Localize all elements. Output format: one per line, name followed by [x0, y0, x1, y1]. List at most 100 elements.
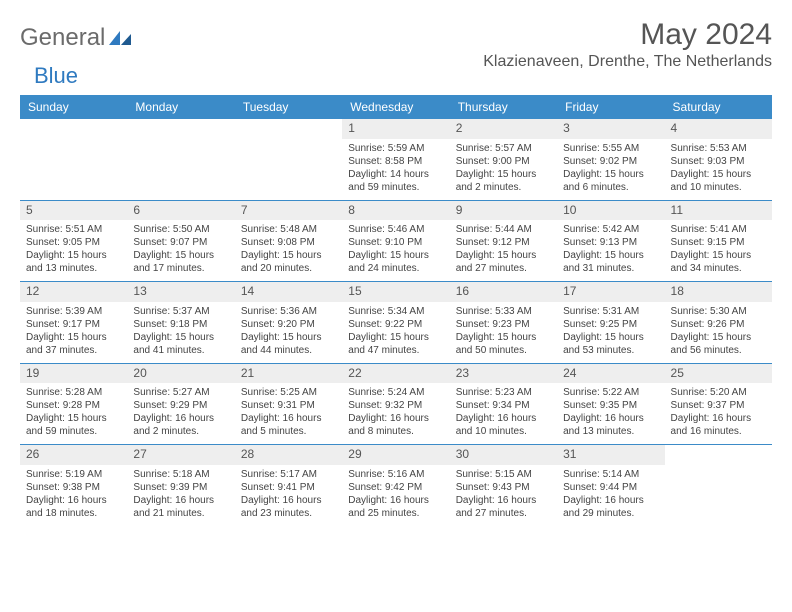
day-details: Sunrise: 5:37 AMSunset: 9:18 PMDaylight:… — [127, 302, 234, 363]
daylight-text: Daylight: 16 hours and 25 minutes. — [348, 494, 443, 520]
day-number: 23 — [450, 364, 557, 384]
day-cell: 17Sunrise: 5:31 AMSunset: 9:25 PMDayligh… — [557, 282, 664, 363]
sunset-text: Sunset: 9:34 PM — [456, 399, 551, 412]
day-number: 24 — [557, 364, 664, 384]
day-cell: 29 Sunrise: 5:16 AMSunset: 9:42 PMDayligh… — [342, 445, 449, 526]
day-details: Sunrise: 5:14 AMSunset: 9:44 PMDaylight:… — [557, 465, 664, 526]
daylight-text: Daylight: 16 hours and 27 minutes. — [456, 494, 551, 520]
calendar-page: General May 2024 Klazienaveen, Drenthe, … — [0, 0, 792, 544]
day-cell: 21Sunrise: 5:25 AMSunset: 9:31 PMDayligh… — [235, 364, 342, 445]
day-cell: 9Sunrise: 5:44 AMSunset: 9:12 PMDaylight… — [450, 201, 557, 282]
sunset-text: Sunset: 9:05 PM — [26, 236, 121, 249]
daylight-text: Daylight: 16 hours and 29 minutes. — [563, 494, 658, 520]
daylight-text: Daylight: 16 hours and 18 minutes. — [26, 494, 121, 520]
day-cell: 20Sunrise: 5:27 AMSunset: 9:29 PMDayligh… — [127, 364, 234, 445]
daylight-text: Daylight: 14 hours and 59 minutes. — [348, 168, 443, 194]
week-row: 26Sunrise: 5:19 AMSunset: 9:38 PMDayligh… — [20, 444, 772, 526]
day-cell: 15Sunrise: 5:34 AMSunset: 9:22 PMDayligh… — [342, 282, 449, 363]
day-details: Sunrise: 5:55 AMSunset: 9:02 PMDaylight:… — [557, 139, 664, 200]
sunrise-text: Sunrise: 5:50 AM — [133, 223, 228, 236]
day-number: 11 — [665, 201, 772, 221]
weekday-fri: Friday — [557, 95, 664, 119]
sunset-text: Sunset: 9:35 PM — [563, 399, 658, 412]
sunrise-text: Sunrise: 5:36 AM — [241, 305, 336, 318]
day-number: 19 — [20, 364, 127, 384]
daylight-text: Daylight: 15 hours and 44 minutes. — [241, 331, 336, 357]
day-number: 29 — [342, 445, 449, 465]
day-details: Sunrise: 5:53 AMSunset: 9:03 PMDaylight:… — [665, 139, 772, 200]
sunrise-text: Sunrise: 5:17 AM — [241, 468, 336, 481]
sunrise-text: Sunrise: 5:41 AM — [671, 223, 766, 236]
sunrise-text: Sunrise: 5:39 AM — [26, 305, 121, 318]
day-number: 3 — [557, 119, 664, 139]
day-number: 17 — [557, 282, 664, 302]
sunrise-text: Sunrise: 5:46 AM — [348, 223, 443, 236]
sunrise-text: Sunrise: 5:53 AM — [671, 142, 766, 155]
day-number: 5 — [20, 201, 127, 221]
day-cell: 2Sunrise: 5:57 AMSunset: 9:00 PMDaylight… — [450, 119, 557, 200]
month-title: May 2024 — [483, 18, 772, 51]
sunrise-text: Sunrise: 5:23 AM — [456, 386, 551, 399]
sunset-text: Sunset: 9:03 PM — [671, 155, 766, 168]
day-cell: 3Sunrise: 5:55 AMSunset: 9:02 PMDaylight… — [557, 119, 664, 200]
sunrise-text: Sunrise: 5:14 AM — [563, 468, 658, 481]
sunrise-text: Sunrise: 5:33 AM — [456, 305, 551, 318]
day-cell: 23Sunrise: 5:23 AMSunset: 9:34 PMDayligh… — [450, 364, 557, 445]
day-cell — [127, 119, 234, 200]
sunrise-text: Sunrise: 5:59 AM — [348, 142, 443, 155]
weekday-sat: Saturday — [665, 95, 772, 119]
day-cell: 5Sunrise: 5:51 AMSunset: 9:05 PMDaylight… — [20, 201, 127, 282]
sunset-text: Sunset: 9:44 PM — [563, 481, 658, 494]
daylight-text: Daylight: 15 hours and 37 minutes. — [26, 331, 121, 357]
sunset-text: Sunset: 9:32 PM — [348, 399, 443, 412]
day-cell — [235, 119, 342, 200]
weekday-header: Sunday Monday Tuesday Wednesday Thursday… — [20, 95, 772, 119]
sunset-text: Sunset: 9:28 PM — [26, 399, 121, 412]
brand-logo: General — [20, 18, 133, 50]
calendar: Sunday Monday Tuesday Wednesday Thursday… — [20, 95, 772, 526]
sunrise-text: Sunrise: 5:20 AM — [671, 386, 766, 399]
day-details: Sunrise: 5:22 AMSunset: 9:35 PMDaylight:… — [557, 383, 664, 444]
day-details: Sunrise: 5:27 AMSunset: 9:29 PMDaylight:… — [127, 383, 234, 444]
sunrise-text: Sunrise: 5:16 AM — [348, 468, 443, 481]
brand-text-2: Blue — [34, 65, 78, 87]
daylight-text: Daylight: 15 hours and 34 minutes. — [671, 249, 766, 275]
day-cell: 25Sunrise: 5:20 AMSunset: 9:37 PMDayligh… — [665, 364, 772, 445]
day-cell — [20, 119, 127, 200]
day-number: 15 — [342, 282, 449, 302]
daylight-text: Daylight: 15 hours and 20 minutes. — [241, 249, 336, 275]
day-number: 26 — [20, 445, 127, 465]
day-details: Sunrise: 5:20 AMSunset: 9:37 PMDaylight:… — [665, 383, 772, 444]
day-details: Sunrise: 5:18 AMSunset: 9:39 PMDaylight:… — [127, 465, 234, 526]
weekday-mon: Monday — [127, 95, 234, 119]
day-number: 31 — [557, 445, 664, 465]
sunset-text: Sunset: 9:42 PM — [348, 481, 443, 494]
sunrise-text: Sunrise: 5:34 AM — [348, 305, 443, 318]
day-details: Sunrise: 5:42 AMSunset: 9:13 PMDaylight:… — [557, 220, 664, 281]
day-cell: 28Sunrise: 5:17 AMSunset: 9:41 PMDayligh… — [235, 445, 342, 526]
daylight-text: Daylight: 16 hours and 8 minutes. — [348, 412, 443, 438]
daylight-text: Daylight: 15 hours and 6 minutes. — [563, 168, 658, 194]
sunrise-text: Sunrise: 5:25 AM — [241, 386, 336, 399]
day-cell: 18Sunrise: 5:30 AMSunset: 9:26 PMDayligh… — [665, 282, 772, 363]
sunrise-text: Sunrise: 5:18 AM — [133, 468, 228, 481]
sunrise-text: Sunrise: 5:19 AM — [26, 468, 121, 481]
daylight-text: Daylight: 15 hours and 53 minutes. — [563, 331, 658, 357]
sunrise-text: Sunrise: 5:22 AM — [563, 386, 658, 399]
day-number: 27 — [127, 445, 234, 465]
weekday-wed: Wednesday — [342, 95, 449, 119]
daylight-text: Daylight: 15 hours and 47 minutes. — [348, 331, 443, 357]
daylight-text: Daylight: 15 hours and 13 minutes. — [26, 249, 121, 275]
day-cell: 19Sunrise: 5:28 AMSunset: 9:28 PMDayligh… — [20, 364, 127, 445]
day-cell — [665, 445, 772, 526]
day-details: Sunrise: 5:48 AMSunset: 9:08 PMDaylight:… — [235, 220, 342, 281]
day-cell: 24Sunrise: 5:22 AMSunset: 9:35 PMDayligh… — [557, 364, 664, 445]
day-number: 6 — [127, 201, 234, 221]
day-number: 1 — [342, 119, 449, 139]
day-details: Sunrise: 5:46 AMSunset: 9:10 PMDaylight:… — [342, 220, 449, 281]
sunset-text: Sunset: 9:41 PM — [241, 481, 336, 494]
day-cell: 30Sunrise: 5:15 AMSunset: 9:43 PMDayligh… — [450, 445, 557, 526]
day-details: Sunrise: 5:41 AMSunset: 9:15 PMDaylight:… — [665, 220, 772, 281]
day-number: 9 — [450, 201, 557, 221]
daylight-text: Daylight: 16 hours and 5 minutes. — [241, 412, 336, 438]
